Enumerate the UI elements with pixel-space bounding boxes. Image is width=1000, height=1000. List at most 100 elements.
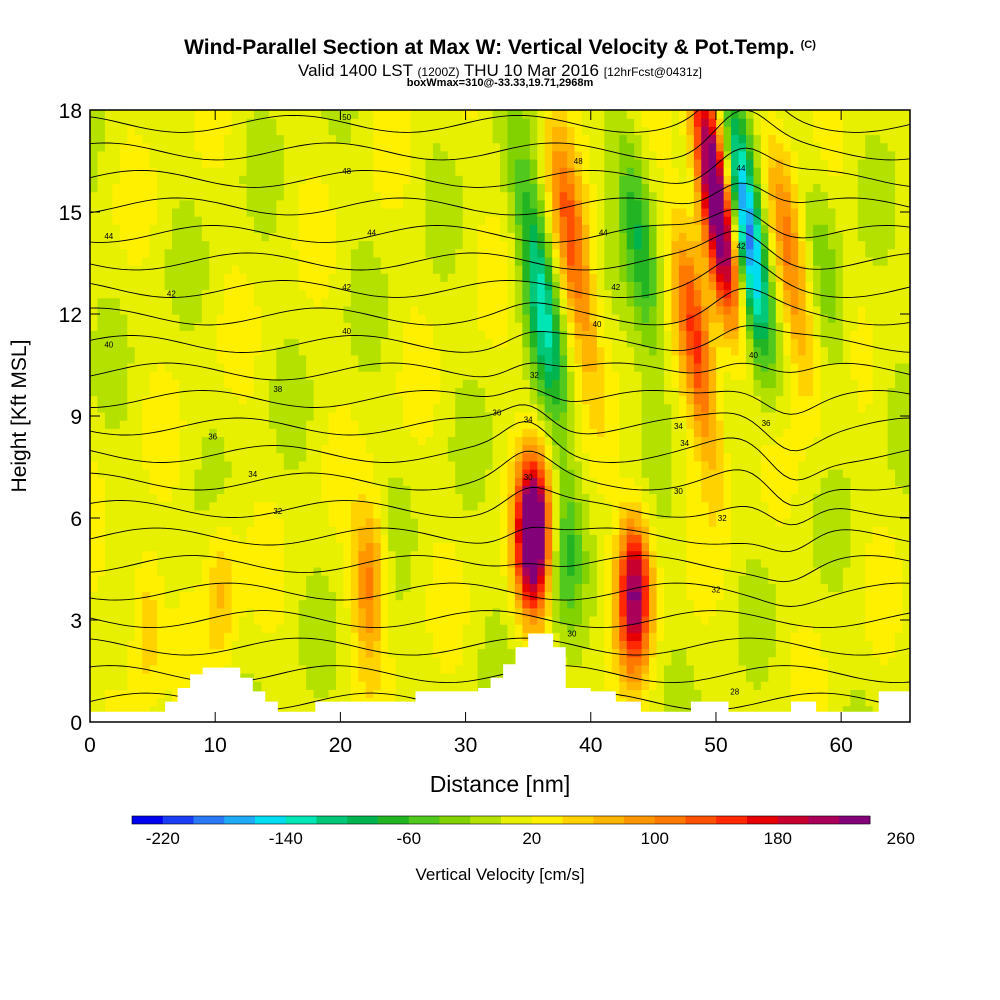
velocity-cell — [239, 526, 248, 535]
velocity-cell — [254, 428, 263, 437]
velocity-cell — [522, 371, 531, 380]
velocity-cell — [418, 134, 427, 144]
velocity-cell — [306, 314, 315, 323]
velocity-cell — [209, 379, 218, 389]
velocity-cell — [425, 640, 434, 650]
velocity-cell — [149, 322, 158, 331]
velocity-cell — [403, 322, 412, 331]
velocity-cell — [500, 632, 509, 641]
velocity-cell — [254, 493, 263, 503]
velocity-cell — [567, 558, 576, 568]
velocity-cell — [313, 501, 322, 511]
velocity-cell — [291, 273, 300, 282]
velocity-cell — [313, 175, 322, 185]
velocity-cell — [373, 689, 382, 699]
velocity-cell — [328, 346, 337, 356]
velocity-cell — [112, 428, 121, 437]
velocity-cell — [470, 648, 479, 658]
velocity-cell — [283, 240, 292, 250]
velocity-cell — [440, 158, 449, 168]
velocity-cell — [119, 232, 128, 242]
velocity-cell — [97, 110, 106, 119]
velocity-cell — [425, 191, 434, 201]
velocity-cell — [291, 191, 300, 201]
velocity-cell — [298, 126, 307, 136]
velocity-cell — [276, 395, 285, 405]
velocity-cell — [410, 232, 419, 242]
velocity-cell — [358, 477, 367, 486]
velocity-cell — [559, 493, 568, 503]
velocity-cell — [298, 110, 307, 119]
velocity-cell — [179, 167, 188, 176]
velocity-cell — [559, 591, 568, 601]
velocity-cell — [164, 583, 173, 593]
velocity-cell — [164, 175, 173, 185]
velocity-cell — [447, 314, 456, 323]
velocity-cell — [373, 330, 382, 340]
velocity-cell — [388, 395, 397, 405]
velocity-cell — [172, 656, 181, 666]
velocity-cell — [209, 534, 218, 544]
velocity-cell — [186, 436, 195, 446]
velocity-cell — [321, 110, 330, 119]
velocity-cell — [365, 583, 374, 593]
velocity-cell — [388, 330, 397, 340]
velocity-cell — [239, 485, 248, 495]
velocity-cell — [403, 403, 412, 413]
velocity-cell — [477, 142, 486, 152]
velocity-cell — [552, 469, 561, 478]
velocity-cell — [231, 575, 240, 584]
velocity-cell — [350, 501, 359, 511]
velocity-cell — [97, 322, 106, 331]
velocity-cell — [425, 575, 434, 584]
velocity-cell — [418, 199, 427, 209]
velocity-cell — [254, 656, 263, 666]
velocity-cell — [529, 362, 538, 372]
velocity-cell — [380, 583, 389, 593]
velocity-cell — [157, 673, 166, 682]
velocity-cell — [127, 118, 136, 127]
velocity-cell — [544, 322, 553, 331]
velocity-cell — [507, 158, 516, 168]
velocity-cell — [544, 314, 553, 323]
velocity-cell — [567, 501, 576, 511]
velocity-cell — [395, 362, 404, 372]
velocity-cell — [142, 216, 151, 225]
velocity-cell — [522, 126, 531, 136]
velocity-cell — [358, 322, 367, 331]
velocity-cell — [127, 248, 136, 258]
velocity-cell — [172, 371, 181, 380]
velocity-cell — [567, 403, 576, 413]
velocity-cell — [552, 550, 561, 560]
velocity-cell — [395, 411, 404, 421]
velocity-cell — [492, 534, 501, 544]
velocity-cell — [492, 615, 501, 625]
velocity-cell — [365, 403, 374, 413]
velocity-cell — [447, 395, 456, 405]
velocity-cell — [343, 379, 352, 389]
velocity-cell — [209, 150, 218, 160]
velocity-cell — [97, 460, 106, 470]
velocity-cell — [283, 110, 292, 119]
velocity-cell — [224, 469, 233, 478]
velocity-cell — [149, 599, 158, 609]
velocity-cell — [291, 232, 300, 242]
velocity-cell — [216, 297, 225, 307]
velocity-cell — [104, 110, 113, 119]
velocity-cell — [134, 191, 143, 201]
velocity-cell — [567, 126, 576, 136]
velocity-cell — [276, 469, 285, 478]
velocity-cell — [276, 673, 285, 682]
velocity-cell — [373, 558, 382, 568]
velocity-cell — [328, 240, 337, 250]
velocity-cell — [522, 379, 531, 389]
velocity-cell — [537, 256, 546, 266]
velocity-cell — [112, 420, 121, 429]
velocity-cell — [343, 648, 352, 658]
velocity-cell — [388, 534, 397, 544]
velocity-cell — [440, 362, 449, 372]
velocity-cell — [522, 281, 531, 291]
velocity-cell — [283, 640, 292, 650]
velocity-cell — [321, 583, 330, 593]
velocity-cell — [224, 444, 233, 454]
